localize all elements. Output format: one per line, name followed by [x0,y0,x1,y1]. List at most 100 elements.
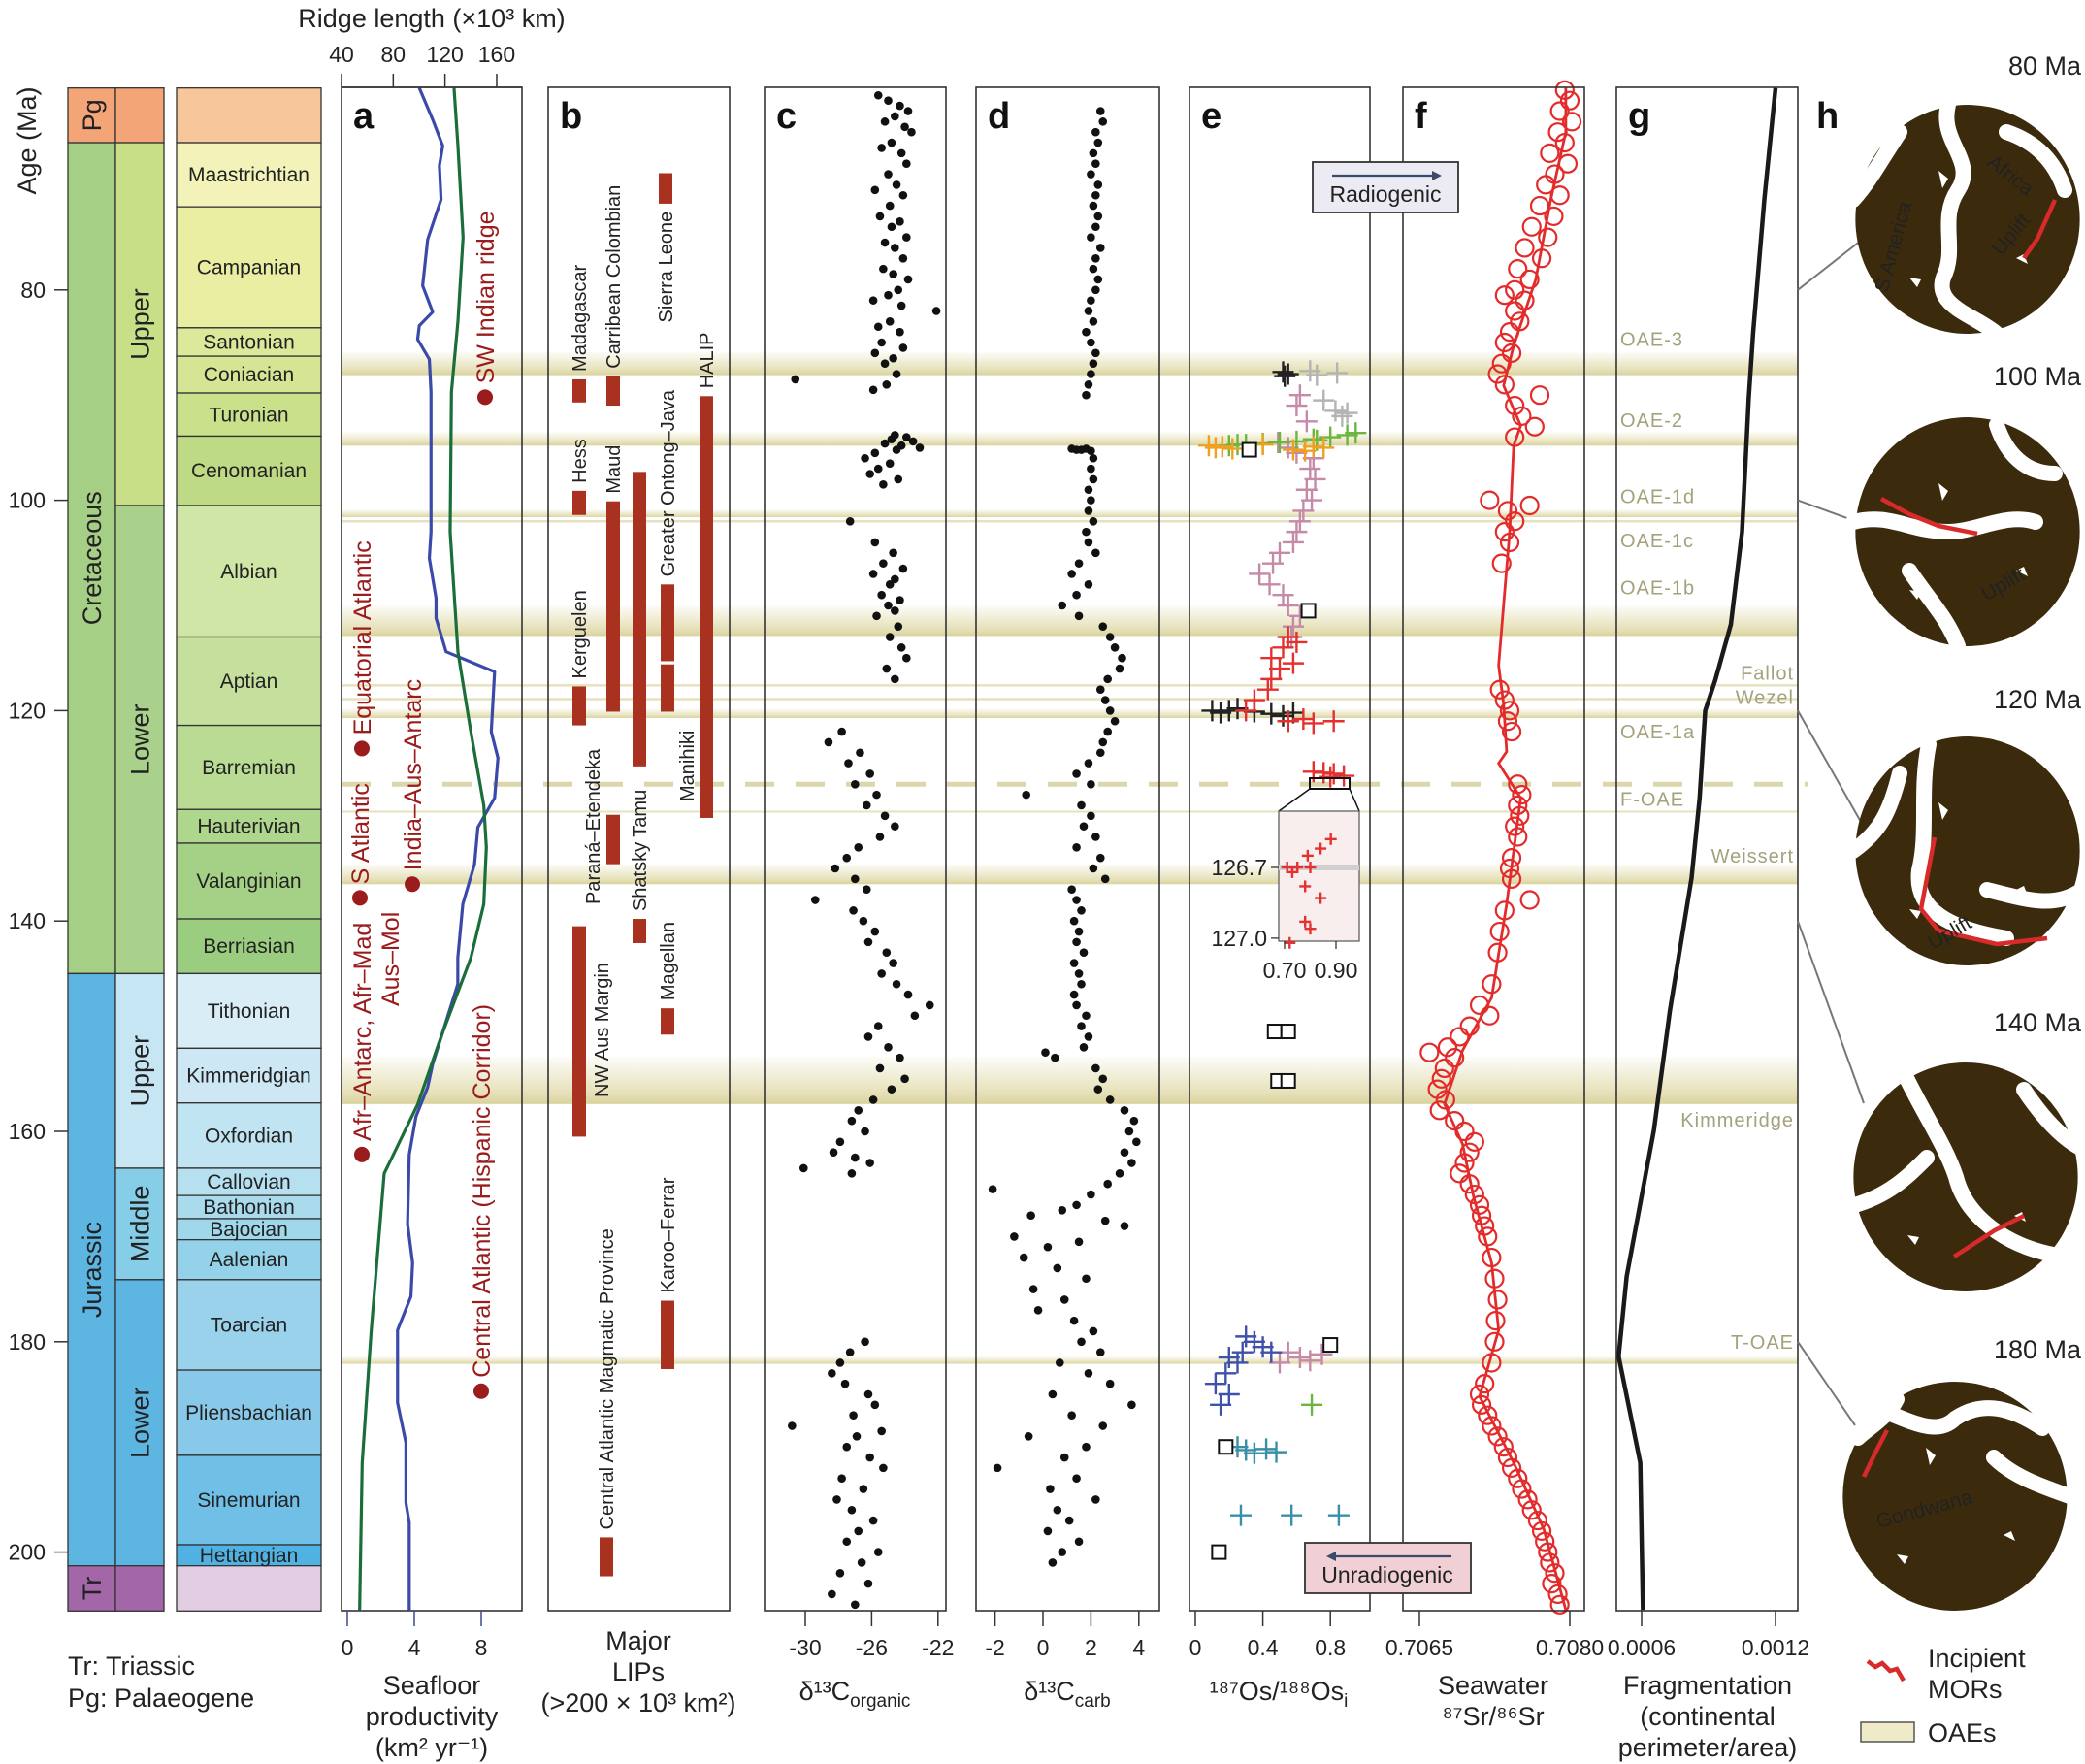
oae-f-oae [342,781,1808,813]
panel-letter-g: g [1628,96,1650,137]
strontium-isotope-circle [1494,900,1515,921]
carbonate-carbon-point [1074,559,1084,568]
os-isotope-cross [1258,573,1281,596]
lip-greater-ontong-java [633,472,674,767]
globe-title: 140 Ma [1994,1008,2082,1037]
organic-carbon-point [885,201,895,211]
organic-carbon-point [872,790,881,800]
os-isotope-cross [1260,647,1283,670]
organic-carbon-point [885,459,895,468]
strontium-isotope-circle [1508,827,1528,847]
carbonate-carbon-point [1103,1179,1112,1189]
oae-weissert [342,864,1798,885]
legend-mor-label: Incipient [1928,1644,2026,1673]
lip-magellan [661,1008,674,1035]
strontium-isotope-circle [1494,522,1515,542]
stage-cell [176,972,322,1050]
lip-carribean-colombian [606,376,620,407]
ridge-opening-dot [352,890,368,906]
strontium-isotope-circle [1508,1468,1528,1488]
inset-cross [1304,923,1317,935]
stage-cell [176,206,322,329]
epoch-label: Upper [126,288,155,360]
organic-carbon-point [870,927,880,936]
carbonate-carbon-point [1033,1305,1043,1315]
radiogenic-box [1312,161,1459,213]
carbonate-carbon-point [1055,1358,1064,1367]
carbonate-carbon-point [1129,1116,1139,1126]
os-isotope-square [1300,603,1317,619]
age-tick-label: 120 [9,698,46,723]
os-isotope-cross [1282,652,1304,674]
x-tick-label: 0 [1189,1635,1202,1660]
strontium-isotope-circle [1471,1205,1492,1225]
panel-b-frame [547,86,731,1612]
stage-cell [176,724,322,810]
organic-carbon-point [824,737,833,747]
os-isotope-cross [1274,365,1296,387]
organic-carbon-point [887,222,896,232]
organic-carbon-point [863,1389,873,1399]
globe-ocean [1979,882,2085,909]
axis-title-main: ¹⁸⁷Os/¹⁸⁸Os [1210,1677,1344,1706]
strontium-isotope-circle [1547,1584,1568,1605]
ridge-opening-dot [354,740,370,757]
carbonate-carbon-point [1091,548,1100,558]
x-tick-label: 0 [1037,1635,1050,1660]
carbonate-carbon-point [1087,170,1095,179]
oae-label: OAE-1d [1620,486,1695,507]
inset-cross [1284,936,1296,949]
strontium-isotope-circle [1521,1500,1542,1520]
organic-carbon-point [863,1032,873,1041]
strontium-isotope-circle [1494,332,1515,353]
inset-y-tick-label: 126.7 [1211,855,1267,880]
globe-ocean [1843,1150,1935,1214]
oae-label: Fallot [1741,663,1794,684]
x-tick-label: 2 [1085,1635,1097,1660]
inset-plot [1278,810,1360,942]
organic-carbon-point [865,1453,874,1462]
os-isotope-cross [1331,405,1353,427]
organic-carbon-point [842,1442,852,1452]
incipient-mor-line [1952,1213,2026,1258]
axis-title-line: productivity [366,1702,499,1731]
strontium-isotope-circle [1499,532,1520,553]
oae-oae-1b [342,605,1798,637]
carbonate-carbon-point [1095,685,1105,695]
carbonate-carbon-point [1089,864,1098,873]
organic-carbon-point [873,1022,883,1030]
lip-bar [661,1008,674,1035]
strontium-isotope-circle [1494,375,1515,395]
organic-carbon-point [865,1159,874,1167]
period-label: Cretaceous [78,491,107,625]
period-cell [67,972,116,1567]
carbonate-carbon-point [1103,674,1112,684]
organic-carbon-point [880,439,890,448]
organic-carbon-point [894,474,903,484]
stage-cell [176,1047,322,1104]
stage-label: Toarcian [211,1314,287,1336]
strontium-isotope-circle [1517,1489,1538,1510]
strontium-isotope-circle [1499,701,1520,721]
stage-cell [176,842,322,920]
strontium-isotope-circle [1545,1563,1565,1584]
strontium-isotope-circle [1505,301,1525,321]
stage-label: Bajocian [210,1219,288,1241]
x-tick-label: 4 [1132,1635,1145,1660]
strontium-isotope-circle [1508,259,1528,279]
organic-carbon-point [896,327,904,337]
organic-carbon-point [810,896,820,904]
carbonate-carbon-point [1105,706,1115,715]
organic-carbon-point [875,833,885,841]
carbonate-carbon-point [1069,916,1079,926]
strontium-isotope-circle [1454,1121,1475,1142]
os-isotope-cross [1288,384,1311,407]
os-isotope-cross [1249,563,1271,585]
ridge-opening-dot [354,1146,370,1162]
period-cell [67,87,116,144]
carbonate-carbon-point [1098,737,1108,747]
organic-carbon-point [891,822,899,831]
organic-carbon-point [868,296,878,305]
organic-carbon-point [880,117,890,126]
